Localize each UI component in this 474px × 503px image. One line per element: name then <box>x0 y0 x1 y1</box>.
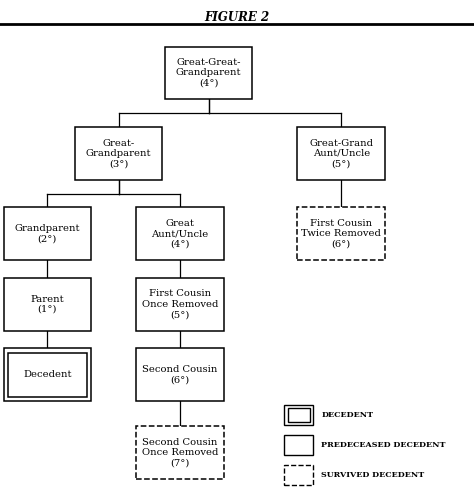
Text: Decedent: Decedent <box>23 370 72 379</box>
Text: SURVIVED DECEDENT: SURVIVED DECEDENT <box>321 471 425 479</box>
Text: Parent
(1°): Parent (1°) <box>31 295 64 314</box>
Text: First Cousin
Twice Removed
(6°): First Cousin Twice Removed (6°) <box>301 219 381 249</box>
Text: Second Cousin
(6°): Second Cousin (6°) <box>142 365 218 384</box>
FancyBboxPatch shape <box>284 435 313 455</box>
Text: DECEDENT: DECEDENT <box>321 411 374 419</box>
FancyBboxPatch shape <box>136 208 224 261</box>
Text: FIGURE 2: FIGURE 2 <box>204 11 270 24</box>
FancyBboxPatch shape <box>4 349 91 401</box>
Text: Great-Great-
Grandparent
(4°): Great-Great- Grandparent (4°) <box>176 58 241 88</box>
FancyBboxPatch shape <box>165 47 252 100</box>
FancyBboxPatch shape <box>136 278 224 331</box>
Text: First Cousin
Once Removed
(5°): First Cousin Once Removed (5°) <box>142 289 219 319</box>
FancyBboxPatch shape <box>288 408 310 422</box>
FancyBboxPatch shape <box>8 353 87 396</box>
FancyBboxPatch shape <box>136 349 224 401</box>
Text: Great
Aunt/Uncle
(4°): Great Aunt/Uncle (4°) <box>152 219 209 249</box>
FancyBboxPatch shape <box>298 208 385 261</box>
FancyBboxPatch shape <box>75 127 162 180</box>
Text: Second Cousin
Once Removed
(7°): Second Cousin Once Removed (7°) <box>142 438 219 468</box>
Text: PREDECEASED DECEDENT: PREDECEASED DECEDENT <box>321 441 446 449</box>
Text: Grandparent
(2°): Grandparent (2°) <box>15 224 80 243</box>
FancyBboxPatch shape <box>136 427 224 479</box>
FancyBboxPatch shape <box>4 208 91 261</box>
FancyBboxPatch shape <box>298 127 385 180</box>
FancyBboxPatch shape <box>284 465 313 485</box>
FancyBboxPatch shape <box>284 405 313 425</box>
FancyBboxPatch shape <box>4 278 91 331</box>
Text: Great-Grand
Aunt/Uncle
(5°): Great-Grand Aunt/Uncle (5°) <box>309 138 374 169</box>
Text: Great-
Grandparent
(3°): Great- Grandparent (3°) <box>86 138 151 169</box>
